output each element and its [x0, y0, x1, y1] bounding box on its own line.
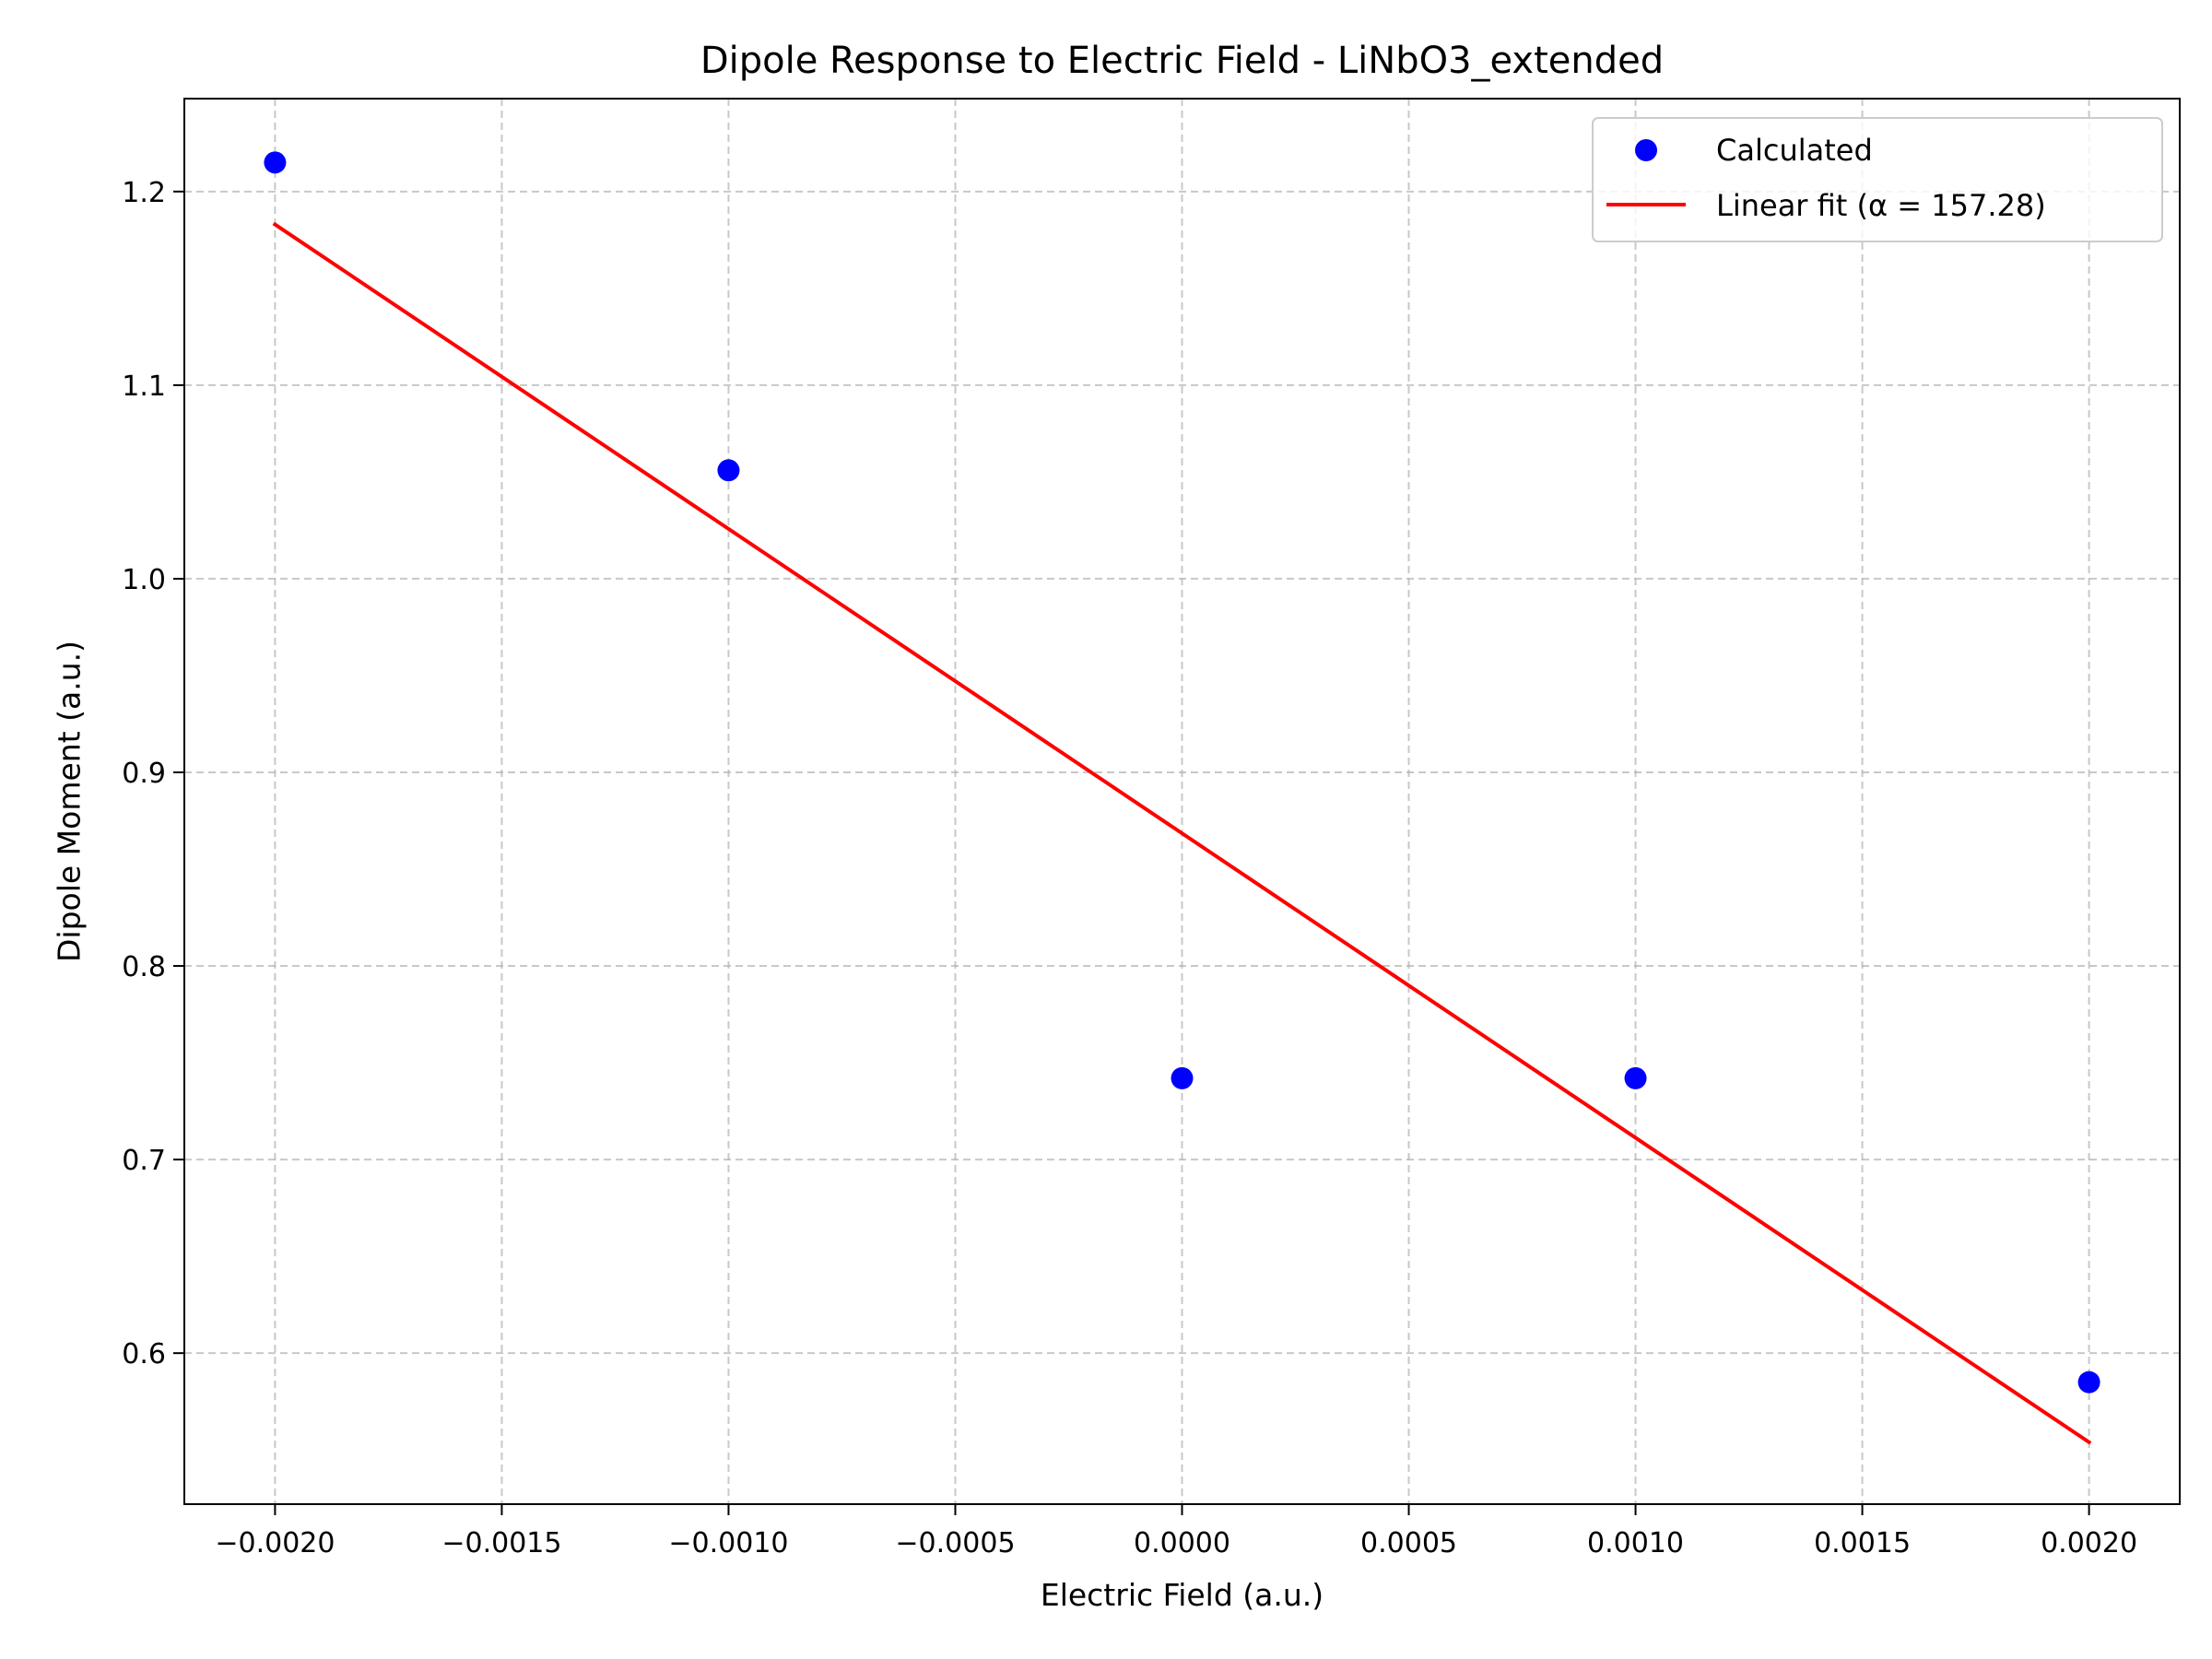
y-axis-label: Dipole Moment (a.u.): [52, 641, 88, 962]
y-tick-label: 1.2: [122, 177, 166, 209]
x-axis-ticks: −0.0020 −0.0015 −0.0010 −0.0005 0.0000 0.0005…: [215, 1504, 2137, 1559]
data-point: [2077, 1371, 2100, 1394]
x-tick-label: 0.0020: [2041, 1527, 2137, 1559]
x-tick-label: −0.0005: [895, 1527, 1015, 1559]
data-point: [1624, 1066, 1647, 1089]
x-axis-label: Electric Field (a.u.): [1041, 1577, 1324, 1613]
data-point: [264, 151, 287, 174]
y-tick-label: 0.6: [122, 1338, 166, 1371]
legend-label-calculated: Calculated: [1716, 133, 1873, 168]
x-tick-label: −0.0010: [668, 1527, 788, 1559]
x-tick-label: 0.0000: [1134, 1527, 1230, 1559]
x-tick-label: 0.0015: [1814, 1527, 1911, 1559]
legend: Calculated Linear fit (α = 157.28): [1592, 117, 2163, 242]
chart-title: Dipole Response to Electric Field - LiNb…: [700, 40, 1664, 82]
y-tick-label: 1.1: [122, 371, 166, 403]
data-point: [717, 459, 740, 482]
y-tick-label: 0.9: [122, 758, 166, 790]
y-axis-ticks: 0.6 0.7 0.8 0.9 1.0 1.1 1.2: [122, 177, 184, 1371]
x-tick-label: −0.0020: [215, 1527, 335, 1559]
legend-box: [1592, 117, 2163, 242]
scatter-points-layer: [264, 151, 2100, 1394]
legend-label-linear-fit: Linear fit (α = 157.28): [1716, 188, 2046, 223]
y-tick-label: 0.7: [122, 1145, 166, 1177]
y-tick-label: 0.8: [122, 951, 166, 983]
fit-line: [272, 221, 2092, 1445]
y-tick-label: 1.0: [122, 564, 166, 596]
x-tick-label: 0.0010: [1587, 1527, 1684, 1559]
grid: [184, 99, 2180, 1504]
legend-marker-calculated: [1635, 139, 1657, 161]
x-tick-label: −0.0015: [441, 1527, 561, 1559]
x-tick-label: 0.0005: [1360, 1527, 1457, 1559]
data-point: [1171, 1066, 1194, 1089]
fit-line-layer: [272, 221, 2092, 1445]
